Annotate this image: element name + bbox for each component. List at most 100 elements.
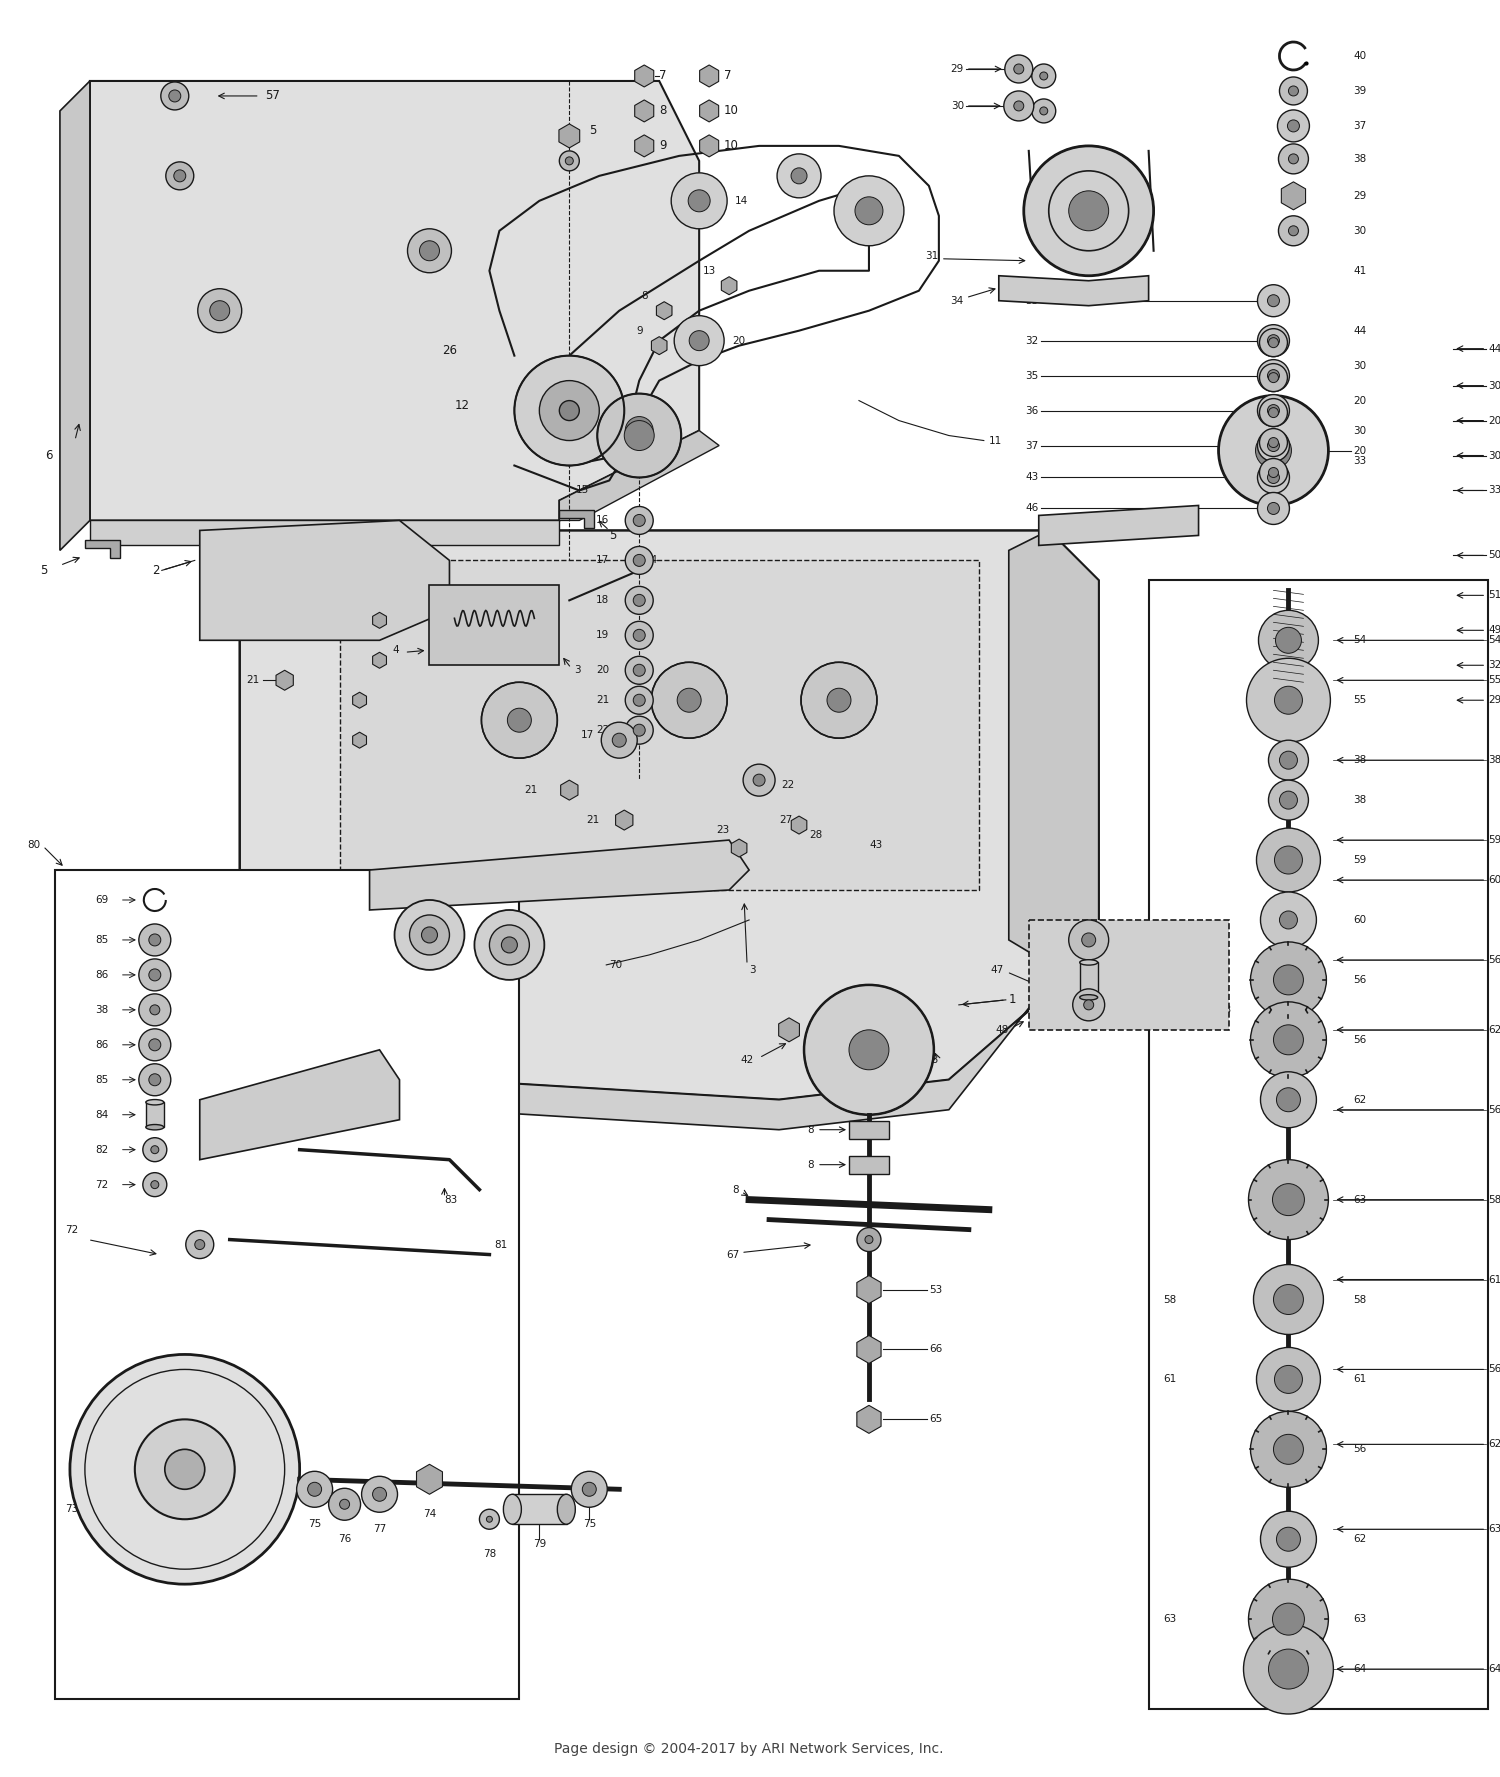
Circle shape — [1269, 741, 1308, 780]
Text: 20: 20 — [1353, 396, 1366, 405]
Text: 80: 80 — [27, 841, 40, 849]
Text: 4: 4 — [393, 645, 399, 656]
Text: 20: 20 — [596, 665, 609, 675]
Text: 55: 55 — [1353, 695, 1366, 705]
Circle shape — [855, 197, 883, 226]
Text: 10: 10 — [724, 105, 740, 117]
Polygon shape — [634, 66, 654, 87]
Text: 50: 50 — [1488, 551, 1500, 560]
Text: 74: 74 — [423, 1509, 436, 1519]
Text: 61: 61 — [1488, 1274, 1500, 1285]
Circle shape — [1257, 394, 1290, 426]
Circle shape — [651, 663, 728, 737]
Text: 56: 56 — [1488, 1365, 1500, 1374]
Text: 21: 21 — [596, 695, 609, 705]
Circle shape — [1257, 492, 1290, 524]
Polygon shape — [60, 82, 90, 551]
Circle shape — [849, 1031, 889, 1070]
Bar — [56, 871, 519, 1699]
Polygon shape — [856, 1406, 880, 1434]
Polygon shape — [699, 66, 718, 87]
Text: 23: 23 — [716, 825, 729, 835]
Circle shape — [1269, 437, 1278, 448]
Circle shape — [1260, 1072, 1317, 1128]
Circle shape — [834, 176, 904, 245]
Circle shape — [1260, 458, 1287, 487]
Circle shape — [328, 1489, 360, 1521]
Circle shape — [1269, 780, 1308, 819]
Circle shape — [633, 629, 645, 641]
Circle shape — [582, 1482, 597, 1496]
Text: 25: 25 — [706, 849, 718, 860]
Circle shape — [1260, 329, 1287, 357]
Bar — [1080, 963, 1098, 997]
Text: 25: 25 — [366, 885, 380, 896]
Polygon shape — [699, 100, 718, 123]
Circle shape — [626, 716, 652, 745]
Text: 35: 35 — [1026, 371, 1039, 380]
Circle shape — [626, 586, 652, 615]
Text: 9: 9 — [658, 139, 666, 153]
Circle shape — [70, 1354, 300, 1583]
Polygon shape — [1010, 530, 1098, 970]
Circle shape — [1269, 373, 1278, 382]
Text: 20: 20 — [1488, 416, 1500, 425]
Bar — [146, 1102, 164, 1127]
Circle shape — [1268, 405, 1280, 416]
Text: 43: 43 — [868, 841, 882, 849]
Polygon shape — [339, 560, 980, 890]
Text: 3: 3 — [574, 665, 580, 675]
Circle shape — [633, 515, 645, 526]
Polygon shape — [200, 521, 450, 640]
Text: 63: 63 — [1488, 1525, 1500, 1534]
Text: 59: 59 — [1353, 855, 1366, 865]
Circle shape — [1268, 439, 1280, 451]
Circle shape — [1272, 1603, 1305, 1635]
Text: 21: 21 — [246, 675, 259, 686]
Circle shape — [1004, 91, 1034, 121]
Text: 73: 73 — [64, 1505, 78, 1514]
Text: 28: 28 — [808, 830, 822, 841]
Text: 56: 56 — [1164, 976, 1178, 984]
Text: 8: 8 — [807, 1160, 814, 1169]
Ellipse shape — [558, 1494, 576, 1525]
Polygon shape — [615, 810, 633, 830]
Circle shape — [626, 506, 652, 535]
Circle shape — [633, 554, 645, 567]
Text: 33: 33 — [1353, 455, 1366, 466]
Text: 8: 8 — [732, 1185, 740, 1194]
Circle shape — [362, 1477, 398, 1512]
Circle shape — [566, 156, 573, 165]
Text: 62: 62 — [1488, 1439, 1500, 1450]
Polygon shape — [699, 135, 718, 156]
Text: 62: 62 — [1353, 1534, 1366, 1544]
Text: 29: 29 — [1011, 71, 1025, 82]
Polygon shape — [372, 613, 387, 629]
Circle shape — [626, 656, 652, 684]
Text: 38: 38 — [1353, 155, 1366, 163]
Circle shape — [1254, 1265, 1323, 1335]
Circle shape — [742, 764, 776, 796]
Circle shape — [152, 1180, 159, 1189]
Circle shape — [1268, 503, 1280, 515]
Circle shape — [140, 924, 171, 956]
Text: 65: 65 — [928, 1414, 942, 1425]
Polygon shape — [856, 1276, 880, 1304]
Text: 85: 85 — [94, 935, 108, 945]
Circle shape — [1275, 846, 1302, 874]
Circle shape — [1280, 76, 1308, 105]
Text: 37: 37 — [1026, 441, 1039, 451]
Polygon shape — [240, 951, 1098, 1130]
Text: 83: 83 — [444, 1194, 458, 1205]
Text: 44: 44 — [1488, 343, 1500, 354]
Text: 40: 40 — [1353, 52, 1366, 60]
Circle shape — [604, 396, 674, 466]
Text: 30: 30 — [1353, 425, 1366, 435]
Circle shape — [1269, 467, 1278, 478]
Text: 63: 63 — [1353, 1194, 1366, 1205]
Text: 31: 31 — [926, 251, 939, 261]
Circle shape — [1257, 325, 1290, 357]
Circle shape — [624, 421, 654, 451]
Polygon shape — [634, 100, 654, 123]
Circle shape — [1040, 107, 1047, 116]
